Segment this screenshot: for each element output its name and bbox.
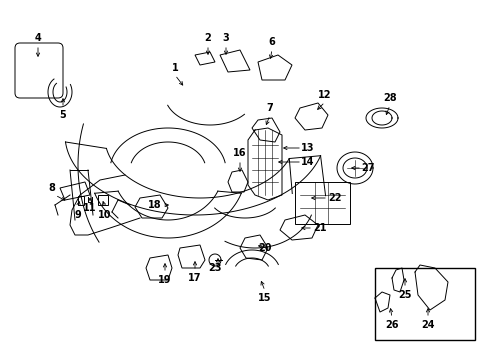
Text: 2: 2 [204,33,211,43]
Text: 10: 10 [98,210,112,220]
Text: 26: 26 [385,320,398,330]
Text: 12: 12 [318,90,331,100]
Text: 3: 3 [222,33,229,43]
Text: 13: 13 [301,143,314,153]
Text: 8: 8 [48,183,55,193]
Text: 14: 14 [301,157,314,167]
Text: 16: 16 [233,148,246,158]
Text: 20: 20 [258,243,271,253]
Text: 21: 21 [313,223,326,233]
Text: 5: 5 [60,110,66,120]
Bar [294,182,349,224]
Text: 23: 23 [208,263,221,273]
Text: 28: 28 [383,93,396,103]
Text: 17: 17 [188,273,202,283]
Text: 4: 4 [35,33,41,43]
Text: 27: 27 [361,163,374,173]
Text: 9: 9 [75,210,81,220]
Text: 19: 19 [158,275,171,285]
Text: 22: 22 [327,193,341,203]
Text: 7: 7 [266,103,273,113]
Text: 6: 6 [268,37,275,47]
Text: 11: 11 [83,203,97,213]
Text: 18: 18 [148,200,162,210]
Text: 25: 25 [397,290,411,300]
Text: 24: 24 [420,320,434,330]
Bar [374,268,474,340]
Text: 1: 1 [171,63,178,73]
Text: 15: 15 [258,293,271,303]
